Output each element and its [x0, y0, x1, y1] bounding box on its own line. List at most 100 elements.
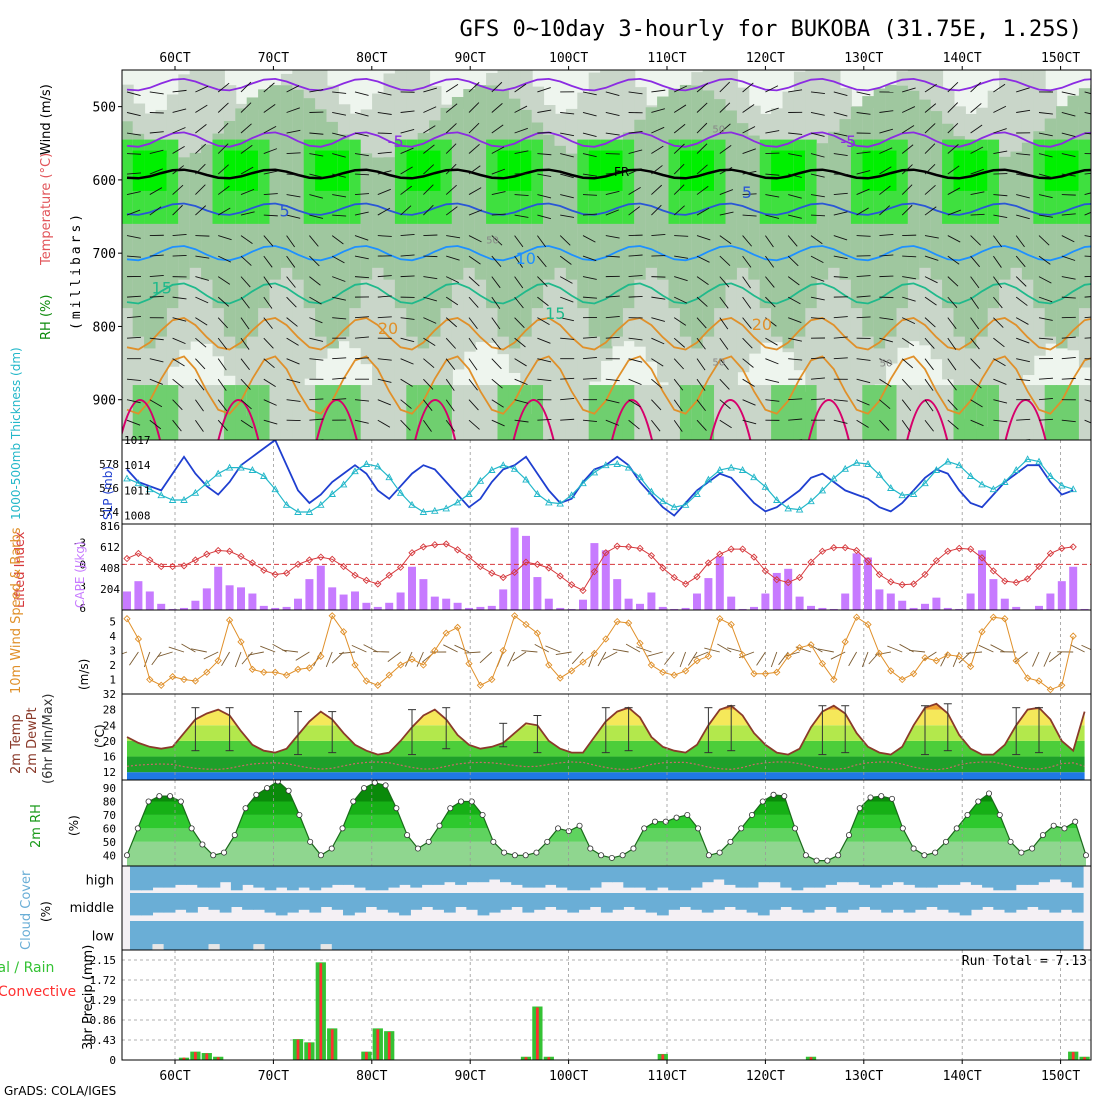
wind-barb [514, 419, 529, 423]
rh-point [759, 798, 766, 805]
wind-barb [651, 317, 665, 322]
cloud-bar [343, 921, 355, 950]
wind-barb [673, 163, 685, 175]
cloud-bar [466, 921, 479, 950]
wind-barb [195, 358, 206, 370]
cloud-bar [286, 921, 299, 950]
wind-barb [582, 153, 597, 158]
wind-barb [400, 254, 415, 257]
wind-barb [203, 651, 219, 660]
wind-barb [491, 235, 503, 246]
thickness-point [385, 473, 393, 481]
wind-barb [778, 651, 789, 666]
wind-barb [742, 170, 757, 175]
cloud-bar [264, 893, 277, 913]
wind-barb [901, 184, 913, 195]
thickness-point [1046, 472, 1055, 479]
cloud-bar [298, 921, 310, 950]
wind-barb [674, 235, 689, 237]
cloud-bar [197, 866, 210, 888]
wind-barb [810, 112, 825, 116]
wind-barb [1061, 153, 1076, 158]
wind-speed-point [533, 629, 542, 637]
isotherm-label: 10 [516, 249, 536, 268]
temp-tick-label: 20 [103, 735, 116, 748]
wind-barb [719, 358, 729, 370]
wind-barb [248, 651, 264, 656]
wind-barb [122, 651, 128, 655]
wind-barb [719, 317, 729, 330]
li-point [978, 554, 986, 562]
rh-point [598, 852, 605, 859]
wind-barb [514, 127, 528, 134]
precip-convective-legend: Convective [0, 984, 76, 1000]
wind-barb [240, 276, 251, 288]
rh-shade [1090, 90, 1091, 389]
li-point [898, 581, 906, 589]
wind-barb [332, 398, 347, 401]
wind-barb [534, 643, 550, 653]
li-point [567, 581, 576, 589]
temp-unit-label: (°C) [93, 724, 107, 748]
cloud-bar [937, 921, 950, 950]
wind-barb [537, 378, 552, 382]
cloud-bar [600, 866, 613, 883]
temp-unit-text: (°C) [93, 724, 107, 748]
wind-barb [331, 235, 344, 245]
wind-barb [1084, 172, 1091, 175]
wind-speed-point [887, 667, 895, 675]
wind-barb [582, 213, 597, 216]
wind-barb [833, 211, 848, 216]
wind-speed-point [362, 677, 371, 685]
rh-point [242, 805, 249, 812]
rh-shade [1067, 385, 1080, 440]
li-point [875, 570, 884, 579]
cloud-bar [1038, 866, 1050, 883]
wind-barb [651, 89, 666, 93]
wind-barb [833, 235, 848, 241]
cape-bar [556, 607, 565, 610]
precip-panel: 00.430.861.291.722.15 Run Total = 7.133hr… [0, 945, 1092, 1067]
rh-point [124, 852, 131, 859]
cloud-gap [320, 944, 333, 950]
y-tick-label: 500 [93, 101, 116, 116]
wind-barb [1061, 377, 1076, 380]
wind-barb [445, 317, 458, 328]
wind-barb [582, 132, 597, 138]
li-point [1001, 577, 1009, 585]
wind-barb [924, 255, 939, 261]
wind-barb [240, 144, 253, 154]
precip-background [122, 950, 1091, 1060]
thickness-point [225, 463, 234, 471]
wind-barb [651, 399, 662, 411]
cloud-bar [825, 893, 837, 907]
wind-barb [673, 399, 683, 412]
cloud-bar [735, 921, 748, 950]
cloud-bar [410, 866, 423, 888]
wind-barb [879, 378, 892, 388]
wind-barb [126, 172, 141, 175]
cloud-bar [780, 866, 793, 888]
wind-barb [263, 214, 278, 217]
rh-shade [953, 150, 966, 191]
cape-label-text: CAPE (J/kg) [73, 541, 87, 608]
li-point [624, 543, 633, 551]
cloud-bar [791, 893, 804, 910]
wind-barb [902, 276, 917, 280]
wind-barb [1014, 651, 1028, 663]
wind-barb [696, 317, 707, 329]
li-point [146, 556, 154, 564]
wind-barb [217, 419, 228, 431]
wind-barb [309, 358, 324, 361]
cloud-bar [522, 866, 535, 888]
wind-barb [696, 102, 708, 113]
rh-point [792, 825, 799, 832]
wind-barb [993, 105, 1007, 113]
thickness-tick-label: 578 [99, 458, 119, 471]
wind-barb [129, 651, 139, 666]
wind-barb [172, 254, 187, 257]
cloud-bar [488, 866, 501, 880]
wind-barb [377, 419, 391, 428]
cloud-bar [679, 921, 692, 950]
